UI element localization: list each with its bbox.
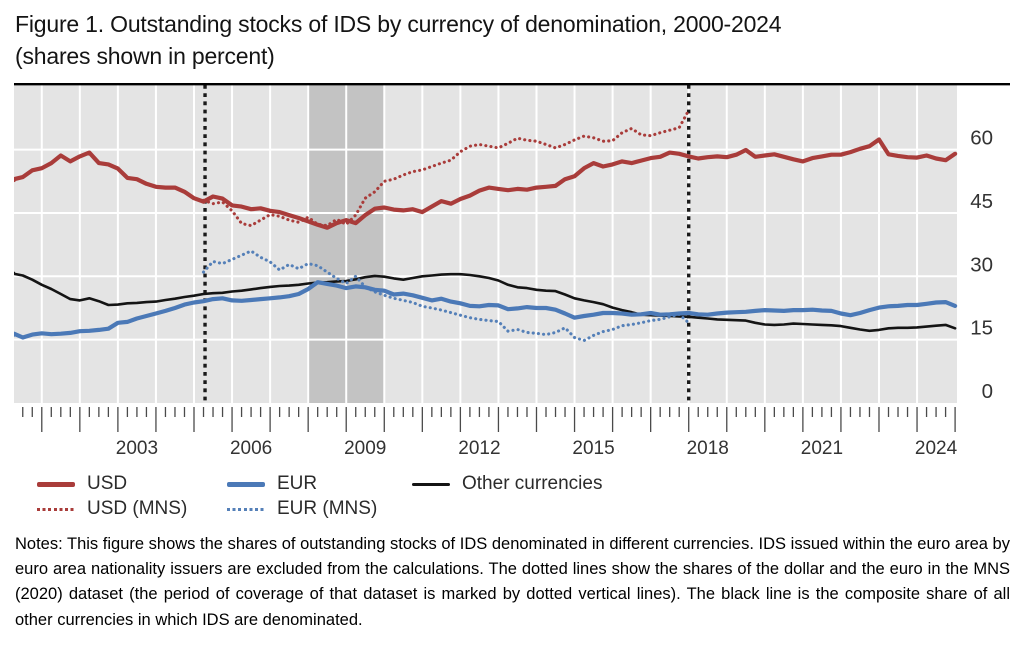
series-line-eur xyxy=(14,280,958,340)
chart-canvas: 2003 2006 2009 2012 2015 2018 2021 2024 0 15 30 45 6… xyxy=(14,83,1010,459)
legend-item-eur: EUR xyxy=(227,473,412,495)
y-axis-label: 30 xyxy=(970,253,993,276)
x-axis-year-label: 2006 xyxy=(230,438,272,459)
usd-mns-dotted-swatch-icon xyxy=(37,507,75,511)
legend-item-usd: USD xyxy=(37,473,227,495)
x-axis-year-label: 2012 xyxy=(458,438,500,459)
plot-area xyxy=(14,85,957,403)
y-axis-label: 60 xyxy=(970,127,993,150)
figure-title-line1: Figure 1. Outstanding stocks of IDS by c… xyxy=(15,11,782,37)
legend-item-eur-mns: EUR (MNS) xyxy=(227,498,412,520)
x-axis-year-label: 2009 xyxy=(344,438,386,459)
eur-mns-dotted-swatch-icon xyxy=(227,507,265,511)
x-axis-year-label: 2021 xyxy=(801,438,843,459)
series-line-usd_mns xyxy=(201,108,691,228)
legend-label-eur-mns: EUR (MNS) xyxy=(277,498,378,519)
series-line-other xyxy=(14,271,957,333)
y-axis-label: 0 xyxy=(982,380,993,403)
x-axis-year-label: 2024 xyxy=(915,438,958,459)
legend-label-other-currencies: Other currencies xyxy=(462,473,603,494)
series-line-eur_mns xyxy=(201,249,691,343)
legend-item-other-currencies: Other currencies xyxy=(412,473,1024,495)
y-axis-label: 15 xyxy=(970,317,993,340)
series-line-usd xyxy=(14,137,958,230)
figure-title: Figure 1. Outstanding stocks of IDS by c… xyxy=(15,9,1010,72)
legend-label-usd: USD xyxy=(87,473,128,494)
legend-label-usd-mns: USD (MNS) xyxy=(87,498,188,519)
chart-legend: USD EUR Other currencies USD (MNS) EUR (… xyxy=(0,473,1024,520)
usd-line-swatch-icon xyxy=(37,481,75,487)
legend-label-eur: EUR xyxy=(277,473,318,494)
x-axis-year-label: 2015 xyxy=(572,438,614,459)
eur-line-swatch-icon xyxy=(227,481,265,487)
other-currencies-line-swatch-icon xyxy=(412,482,450,486)
x-axis-year-label: 2003 xyxy=(116,438,158,459)
legend-item-usd-mns: USD (MNS) xyxy=(37,498,227,520)
figure-notes: Notes: This figure shows the shares of o… xyxy=(15,535,1010,629)
y-axis-label: 45 xyxy=(970,190,993,213)
figure-title-line2: (shares shown in percent) xyxy=(15,42,275,69)
x-axis-year-label: 2018 xyxy=(687,438,729,459)
